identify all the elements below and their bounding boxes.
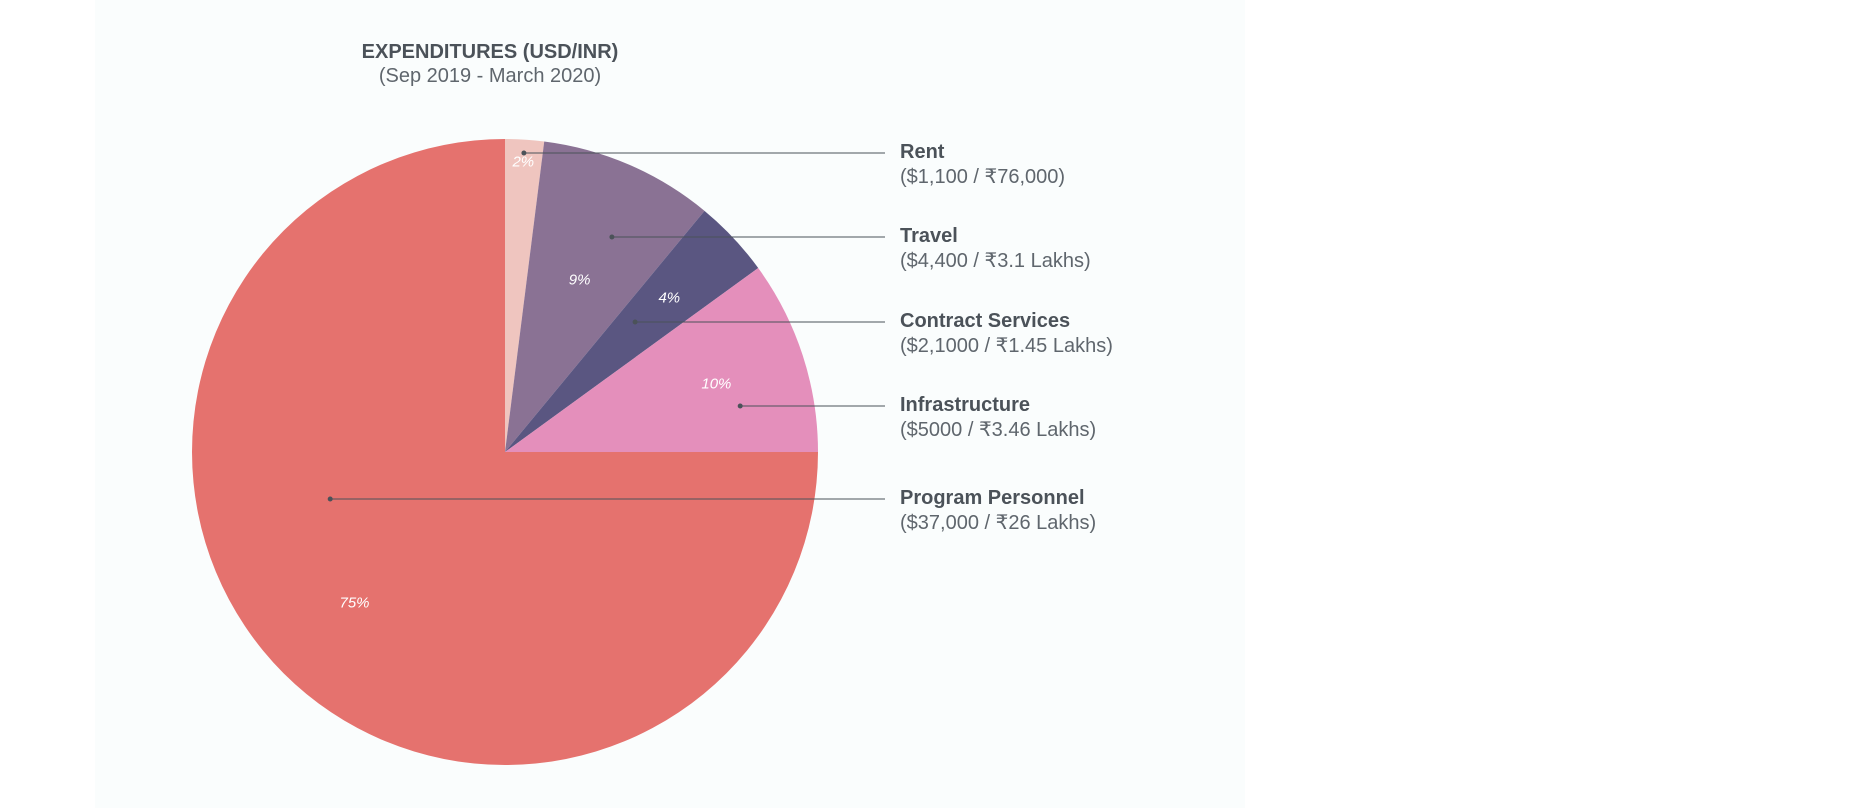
legend-name-infrastructure: Infrastructure [900,394,1030,416]
leader-dot-program-personnel [327,496,333,502]
pie-slice-contract-services [505,210,759,452]
pie-percent-label-contract-services: 4% [658,290,680,307]
legend-amount-infrastructure: ($5000 / ₹3.46 Lakhs) [900,419,1096,441]
legend-amount-contract-services: ($2,1000 / ₹1.45 Lakhs) [900,335,1113,357]
legend-name-contract-services: Contract Services [900,310,1070,332]
legend-amount-program-personnel: ($37,000 / ₹26 Lakhs) [900,512,1096,534]
pie-percent-label-rent: 2% [511,154,534,171]
legend-name-rent: Rent [900,141,945,163]
pie-slice-travel [505,141,705,452]
chart-subtitle: (Sep 2019 - March 2020) [379,65,601,87]
pie-percent-label-travel: 9% [569,272,591,289]
legend-leader-lines [327,150,885,502]
pie-slice-rent [505,139,545,452]
pie-percent-label-program-personnel: 75% [339,595,369,612]
pie-slice-program-personnel [192,139,818,765]
leader-dot-travel [609,234,615,240]
legend-name-program-personnel: Program Personnel [900,487,1085,509]
legend: Rent ($1,100 / ₹76,000) Travel ($4,400 / ₹3… [900,141,1113,534]
legend-amount-travel: ($4,400 / ₹3.1 Lakhs) [900,250,1091,272]
leader-dot-infrastructure [737,403,743,409]
leader-dot-rent [521,150,527,156]
pie-percent-labels: 2% 9% 4% 10% 75% [339,154,731,612]
leader-dot-contract-services [632,319,638,325]
pie-percent-label-infrastructure: 10% [701,375,731,392]
legend-name-travel: Travel [900,225,958,247]
pie-slices [192,139,818,765]
chart-title: EXPENDITURES (USD/INR) [362,41,619,63]
legend-amount-rent: ($1,100 / ₹76,000) [900,166,1065,188]
